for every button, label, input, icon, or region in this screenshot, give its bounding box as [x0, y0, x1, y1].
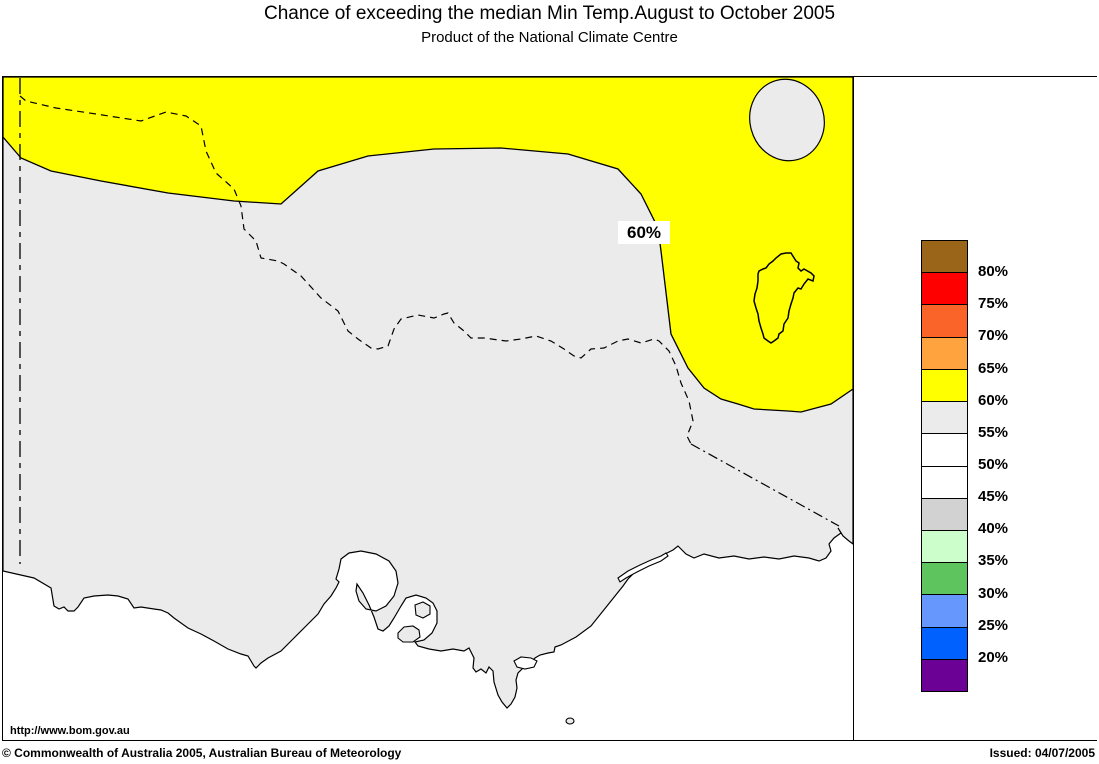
legend-label: 75%: [978, 295, 1009, 313]
legend-swatch: [922, 434, 967, 467]
legend-swatch: [922, 595, 967, 628]
legend-label: 80%: [978, 263, 1009, 281]
legend-swatch: [922, 337, 967, 370]
legend-label: 25%: [978, 616, 1009, 634]
legend-label: 20%: [978, 648, 1009, 666]
legend-label: 35%: [978, 552, 1009, 570]
legend-swatch: [922, 305, 967, 338]
legend-swatch: [922, 466, 967, 499]
footer-copyright: © Commonwealth of Australia 2005, Austra…: [2, 746, 402, 760]
page-subtitle: Product of the National Climate Centre: [421, 29, 678, 46]
legend-swatch: [922, 273, 967, 306]
corner-inlet: [513, 656, 538, 670]
murray-river-border: [19, 95, 694, 445]
legend-label: 55%: [978, 423, 1009, 441]
northeast-contour-outline: [753, 252, 815, 344]
legend-swatch: [922, 241, 967, 274]
map-url-label: http://www.bom.gov.au: [10, 725, 130, 737]
legend-label: 30%: [978, 584, 1009, 602]
footer-issued: Issued: 04/07/2005: [989, 746, 1095, 760]
legend-swatch: [922, 659, 967, 692]
legend-label: 40%: [978, 520, 1009, 538]
legend-swatch: [922, 402, 967, 435]
victoria-map: [3, 77, 853, 740]
legend-swatch: [922, 498, 967, 531]
legend-label: 70%: [978, 327, 1009, 345]
legend-label: 65%: [978, 359, 1009, 377]
legend-label: 60%: [978, 391, 1009, 409]
legend-swatch: [922, 530, 967, 564]
contour-60-label: 60%: [618, 221, 670, 244]
nsw-east-border: [690, 443, 840, 527]
legend-swatches: [921, 240, 968, 692]
french-island: [414, 601, 431, 619]
map-frame: 60% http://www.bom.gov.au 80% 75% 70% 65% 60…: [2, 76, 1097, 741]
offshore-island: [565, 717, 575, 725]
legend-panel: 80% 75% 70% 65% 60% 55% 50% 45% 40% 35% 30% 25% 20%: [853, 77, 1097, 740]
zone-60-65: [3, 77, 853, 413]
legend-swatch: [922, 627, 967, 660]
legend-swatch: [922, 563, 967, 596]
legend-label: 50%: [978, 456, 1009, 473]
zone-55-60-ellipse: [749, 78, 825, 162]
page-title: Chance of exceeding the median Min Temp.…: [263, 3, 836, 24]
legend-swatch: [922, 369, 967, 403]
phillip-island: [397, 625, 421, 643]
legend-label: 45%: [978, 488, 1009, 506]
gippsland-lakes: [617, 552, 669, 583]
